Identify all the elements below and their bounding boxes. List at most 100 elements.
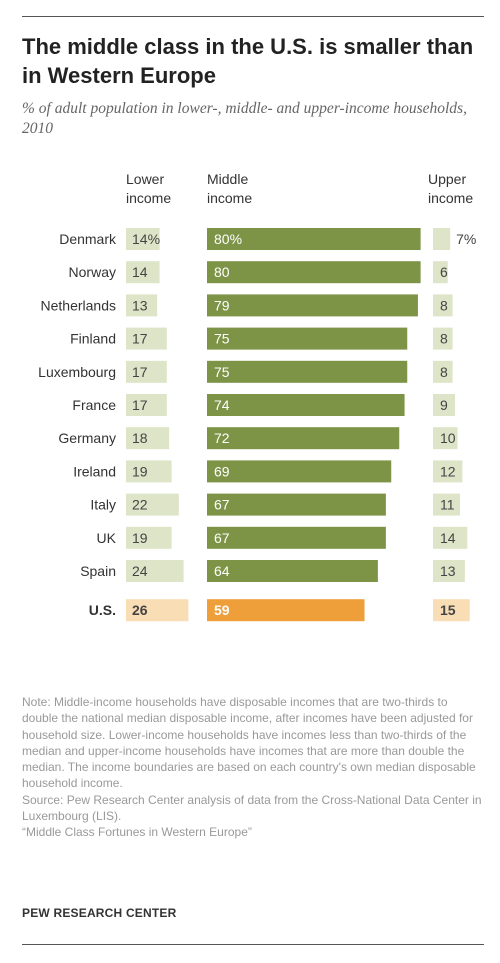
upper-value-label-italy: 11: [440, 497, 455, 513]
middle-income-header: Middle income: [207, 170, 252, 208]
lower-header-line-2: income: [126, 190, 172, 206]
lower-value-label-netherlands: 13: [132, 297, 148, 313]
country-label-france: France: [72, 397, 116, 413]
note-text: Note: Middle-income households have disp…: [22, 695, 476, 791]
middle-header-line-1: Middle: [207, 171, 249, 187]
middle-bar-netherlands: [207, 294, 418, 317]
middle-bar-italy: [207, 493, 386, 516]
upper-value-label-ireland: 12: [440, 463, 456, 479]
country-label-denmark: Denmark: [59, 231, 117, 247]
top-rule: [22, 16, 484, 17]
country-label-germany: Germany: [58, 430, 116, 446]
upper-bar-norway: [433, 261, 448, 284]
upper-value-label-luxembourg: 8: [440, 364, 448, 380]
note-block: Note: Middle-income households have disp…: [22, 694, 484, 841]
lower-bar-finland: [126, 327, 167, 350]
lower-value-label-denmark: 14%: [132, 231, 160, 247]
lower-value-label-spain: 24: [132, 563, 148, 579]
middle-bar-luxembourg: [207, 360, 408, 383]
middle-value-label-spain: 64: [214, 563, 230, 579]
lower-bar-ireland: [126, 460, 172, 483]
lower-bar-denmark: [126, 228, 160, 250]
upper-bar-ireland: [433, 460, 463, 483]
upper-value-label-germany: 10: [440, 430, 456, 446]
upper-header-line-2: income: [428, 190, 474, 206]
lower-value-label-italy: 22: [132, 497, 148, 513]
lower-value-label-uk: 19: [132, 530, 148, 546]
middle-bar-spain: [207, 560, 378, 582]
country-label-u-s: U.S.: [89, 602, 116, 618]
country-label-luxembourg: Luxembourg: [38, 364, 116, 380]
middle-value-label-france: 74: [214, 397, 230, 413]
upper-value-label-france: 9: [440, 397, 448, 413]
middle-value-label-u-s: 59: [214, 602, 230, 618]
lower-bar-spain: [126, 560, 184, 582]
lower-income-header: Lower income: [126, 170, 171, 208]
lower-value-label-norway: 14: [132, 264, 148, 280]
middle-value-label-ireland: 69: [214, 463, 230, 479]
upper-bar-uk: [433, 526, 468, 549]
lower-value-label-u-s: 26: [132, 602, 148, 618]
upper-value-label-finland: 8: [440, 331, 448, 347]
upper-value-label-norway: 6: [440, 264, 448, 280]
lower-value-label-finland: 17: [132, 331, 148, 347]
upper-bar-italy: [433, 493, 460, 516]
upper-bar-spain: [433, 560, 465, 582]
middle-value-label-finland: 75: [214, 331, 230, 347]
lower-value-label-luxembourg: 17: [132, 364, 148, 380]
country-label-finland: Finland: [70, 331, 116, 347]
middle-value-label-uk: 67: [214, 530, 230, 546]
source-text: Source: Pew Research Center analysis of …: [22, 792, 482, 824]
pew-research-center-logo: PEW RESEARCH CENTER: [22, 906, 177, 920]
lower-bar-italy: [126, 493, 179, 516]
upper-value-label-u-s: 15: [440, 602, 456, 618]
upper-bar-finland: [433, 327, 453, 350]
upper-bar-germany: [433, 427, 458, 450]
upper-header-line-1: Upper: [428, 171, 467, 187]
lower-bar-netherlands: [126, 294, 158, 317]
upper-bar-u-s: [433, 599, 470, 622]
lower-value-label-france: 17: [132, 397, 148, 413]
country-label-uk: UK: [97, 530, 117, 546]
middle-header-line-2: income: [207, 190, 253, 206]
lower-value-label-germany: 18: [132, 430, 148, 446]
middle-bar-france: [207, 394, 405, 416]
middle-bar-germany: [207, 427, 400, 450]
income-bar-chart: Denmark 14% 80% 7% Norway 14 80 6 Netherlands 13 7…: [38, 228, 476, 622]
lower-bar-u-s: [126, 599, 189, 622]
upper-value-label-denmark: 7%: [456, 231, 476, 247]
middle-bar-ireland: [207, 460, 392, 483]
lower-bar-germany: [126, 427, 170, 450]
upper-income-header: Upper income: [428, 170, 473, 208]
upper-bar-denmark: [433, 228, 451, 250]
upper-value-label-netherlands: 8: [440, 297, 448, 313]
lower-header-line-1: Lower: [126, 171, 165, 187]
middle-value-label-italy: 67: [214, 497, 230, 513]
middle-bar-finland: [207, 327, 408, 350]
bottom-rule: [22, 944, 484, 945]
lower-bar-norway: [126, 261, 160, 284]
middle-value-label-luxembourg: 75: [214, 364, 230, 380]
middle-bar-norway: [207, 261, 421, 284]
country-label-netherlands: Netherlands: [41, 297, 117, 313]
middle-value-label-netherlands: 79: [214, 297, 230, 313]
country-label-italy: Italy: [90, 497, 116, 513]
middle-bar-uk: [207, 526, 386, 549]
upper-bar-luxembourg: [433, 360, 453, 383]
lower-bar-france: [126, 394, 167, 416]
lower-bar-uk: [126, 526, 172, 549]
middle-value-label-norway: 80: [214, 264, 230, 280]
upper-bar-france: [433, 394, 456, 416]
chart-title: The middle class in the U.S. is smaller …: [22, 34, 474, 88]
country-label-norway: Norway: [69, 264, 116, 280]
country-label-spain: Spain: [80, 563, 116, 579]
lower-value-label-ireland: 19: [132, 463, 148, 479]
upper-value-label-uk: 14: [440, 530, 456, 546]
chart-subtitle: % of adult population in lower-, middle-…: [22, 100, 467, 137]
report-title-text: “Middle Class Fortunes in Western Europe…: [22, 825, 252, 840]
upper-bar-netherlands: [433, 294, 453, 317]
middle-bar-u-s: [207, 599, 365, 622]
middle-bar-denmark: [207, 228, 421, 250]
lower-bar-luxembourg: [126, 360, 167, 383]
middle-value-label-denmark: 80%: [214, 231, 242, 247]
